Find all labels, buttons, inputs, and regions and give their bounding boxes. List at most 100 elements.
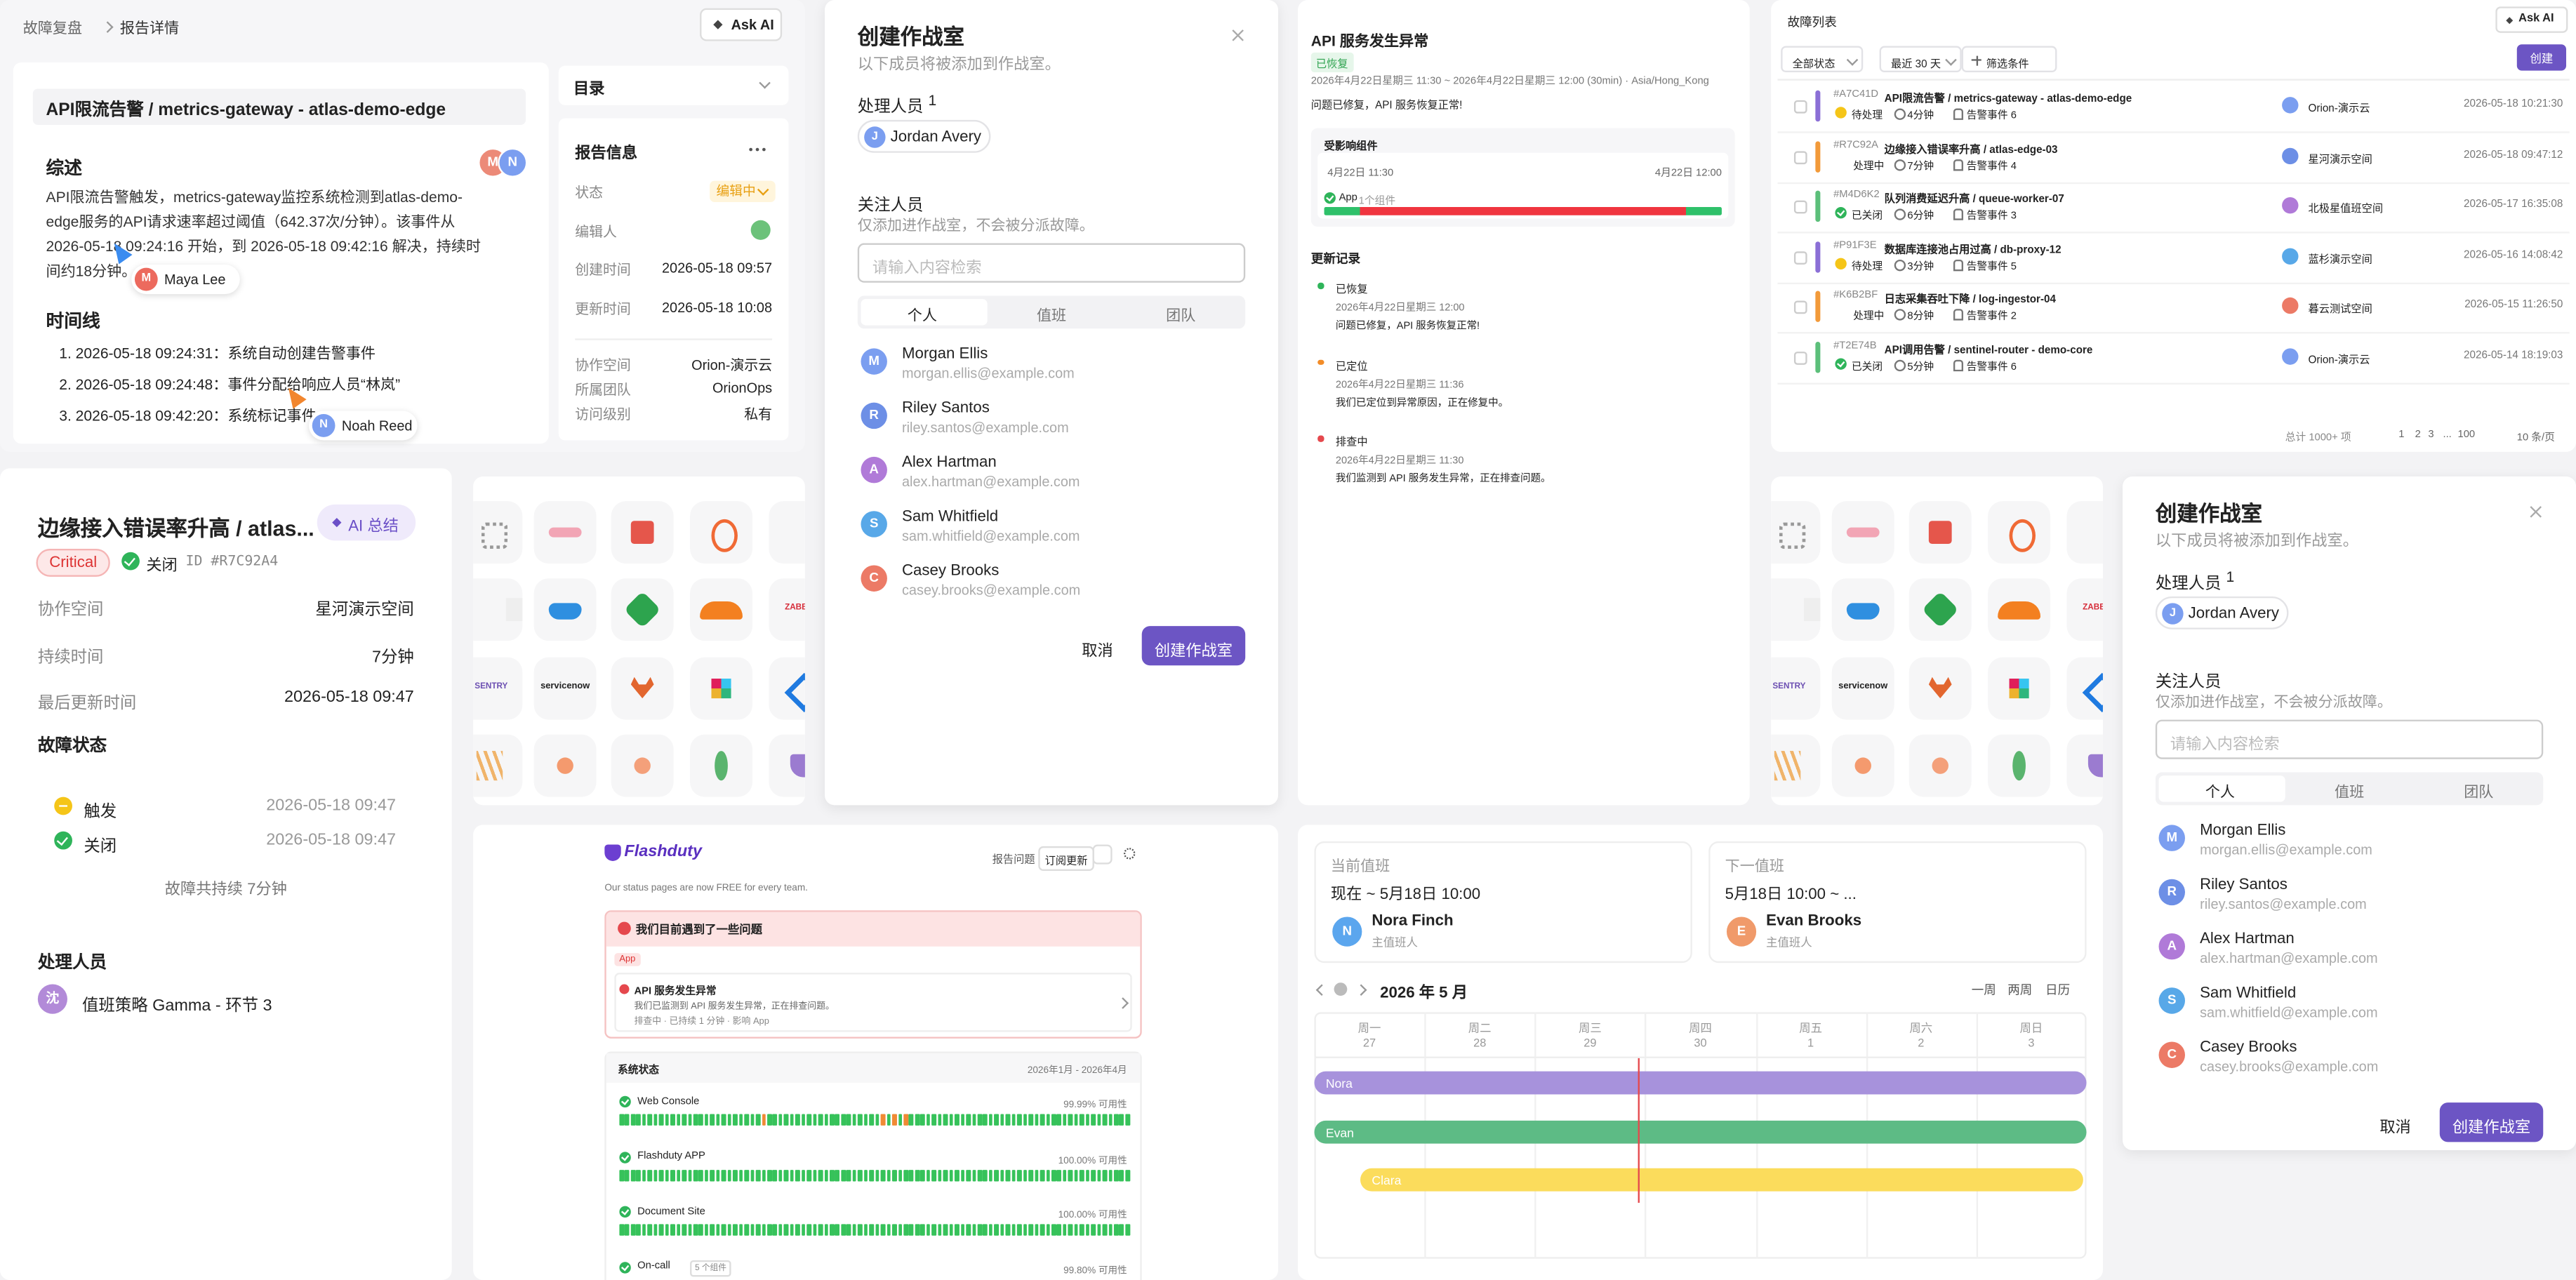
view[interactable]: 日历 [2045, 982, 2071, 998]
uptime-bar [659, 1279, 664, 1280]
page[interactable]: 3 [2428, 429, 2434, 441]
checkbox[interactable] [1793, 150, 1807, 164]
submit-button[interactable]: 创建作战室 [1141, 626, 1246, 666]
search-input[interactable]: 请输入内容检索 [2155, 719, 2544, 759]
uptime-bar [818, 1224, 823, 1236]
uptime-bar [1125, 1114, 1130, 1126]
checkbox[interactable] [1793, 352, 1807, 365]
uptime-bar [698, 1114, 703, 1126]
today-button[interactable] [1334, 982, 1348, 996]
uptime-bar [704, 1224, 709, 1236]
logos-panel: ZABBIX SENTRY servicenow [473, 476, 805, 806]
row-divider [1777, 232, 2570, 234]
uptime-bar [682, 1168, 686, 1181]
uptime-bar [1034, 1224, 1039, 1236]
oncall-card [1708, 841, 2087, 964]
status-icon [1835, 258, 1847, 269]
paragraph: API限流告警触发，metrics-gateway监控系统检测到atlas-de… [46, 189, 481, 280]
uptime-bar [937, 1168, 942, 1181]
info-label: 更新时间 [575, 300, 631, 316]
create-button[interactable]: 创建 [2516, 44, 2567, 71]
page[interactable]: 1 [2398, 429, 2405, 441]
tab[interactable]: 值班 [1036, 306, 1067, 324]
uptime-bar [766, 1279, 772, 1280]
logo-text: ZABBIX [2083, 603, 2103, 613]
page[interactable]: 2 [2415, 429, 2421, 441]
uptime-bar [852, 1224, 857, 1236]
info-value: 2026-05-18 10:08 [661, 298, 773, 315]
person-email: sam.whitfield@example.com [2200, 1004, 2378, 1021]
filter[interactable]: 筛选条件 [1961, 46, 2057, 73]
logo-tile: servicenow [533, 657, 597, 720]
ask-ai-button[interactable]: Ask AI [700, 8, 783, 41]
avatar [2282, 348, 2299, 365]
view[interactable]: 一周 [1971, 982, 1996, 998]
checkbox[interactable] [1793, 301, 1807, 315]
logo-tile [473, 501, 523, 564]
view[interactable]: 两周 [2007, 982, 2033, 998]
page-size: 10 条/页 [2516, 432, 2555, 444]
logo-shape [790, 754, 805, 778]
tab[interactable]: 个人 [2205, 782, 2236, 800]
uptime-bar [738, 1279, 743, 1280]
uptime-bar [943, 1114, 948, 1126]
cancel-button[interactable]: 取消 [2365, 1102, 2425, 1142]
duration: 5分钟 [1907, 361, 1934, 373]
avatar: E [1725, 915, 1758, 949]
uptime-bar [727, 1224, 732, 1236]
tab[interactable]: 个人 [907, 306, 937, 324]
person-name: Alex Hartman [2200, 930, 2295, 949]
checkbox[interactable] [1793, 201, 1807, 214]
logo-tile [611, 657, 674, 720]
uptime-bar [1028, 1114, 1033, 1126]
uptime-bar [682, 1114, 686, 1126]
range: 2026年1月 - 2026年4月 [1027, 1066, 1127, 1076]
cancel-button[interactable]: 取消 [1068, 626, 1127, 666]
date: 27 [1362, 1038, 1376, 1051]
handler: 值班策略 Gamma - 环节 3 [82, 997, 272, 1016]
title: API 服务发生异常 [1310, 32, 1429, 50]
filter[interactable]: 最近 30 天 [1879, 46, 1962, 73]
tab[interactable]: 值班 [2335, 782, 2365, 800]
checkbox[interactable] [1793, 100, 1807, 114]
tab[interactable]: 团队 [1166, 306, 1196, 324]
uptime-bar [835, 1114, 840, 1126]
uptime-bar [784, 1114, 789, 1126]
theme-button[interactable] [1123, 848, 1136, 860]
uptime-bar [733, 1114, 738, 1126]
avatar [2282, 248, 2299, 265]
space: 北极星值班空间 [2308, 204, 2384, 216]
duration: 6分钟 [1907, 211, 1934, 222]
submit-button[interactable]: 创建作战室 [2439, 1102, 2544, 1142]
uptime-bar [790, 1114, 795, 1126]
uptime-bar [1120, 1114, 1124, 1126]
incident-list-panel: 故障列表 Ask AI 全部状态 最近 30 天 筛选条件 创建 #A7C41D API限流告… [1771, 0, 2576, 452]
logo-shape [1846, 527, 1880, 538]
checkbox[interactable] [1793, 251, 1807, 265]
uptime-bar [818, 1114, 823, 1126]
person-icon [1953, 208, 1964, 221]
title: 故障列表 [1787, 15, 1837, 30]
uptime-bar [880, 1224, 885, 1236]
filter[interactable]: 全部状态 [1781, 46, 1864, 73]
tabs: 个人 值班 团队 [2155, 772, 2544, 806]
uptime-bar [1080, 1168, 1084, 1181]
uptime-bar [693, 1224, 698, 1236]
ask-ai-button[interactable]: Ask AI [2495, 6, 2568, 33]
uptime-bar [710, 1224, 715, 1236]
person-email: morgan.ellis@example.com [2200, 841, 2372, 858]
page[interactable]: 100 [2457, 429, 2476, 441]
link[interactable]: 订阅更新 [1038, 846, 1094, 871]
ai-summary-button[interactable]: AI 总结 [317, 504, 416, 541]
search-input[interactable]: 请输入内容检索 [857, 243, 1246, 283]
uptime-bar [931, 1114, 936, 1126]
text: AI 总结 [348, 517, 399, 536]
tab[interactable]: 团队 [2464, 782, 2494, 800]
chevron [102, 21, 114, 33]
lang-button[interactable] [1092, 844, 1113, 865]
duration: 7分钟 [1907, 160, 1934, 172]
system-header [606, 1053, 1141, 1084]
room-modal: 创建作战室 以下成员将被添加到作战室。 处理人员 1 J Jordan Avery 关注人员… [2123, 476, 2576, 1151]
link[interactable]: 报告问题 [992, 854, 1035, 866]
page[interactable]: ... [2443, 429, 2452, 441]
